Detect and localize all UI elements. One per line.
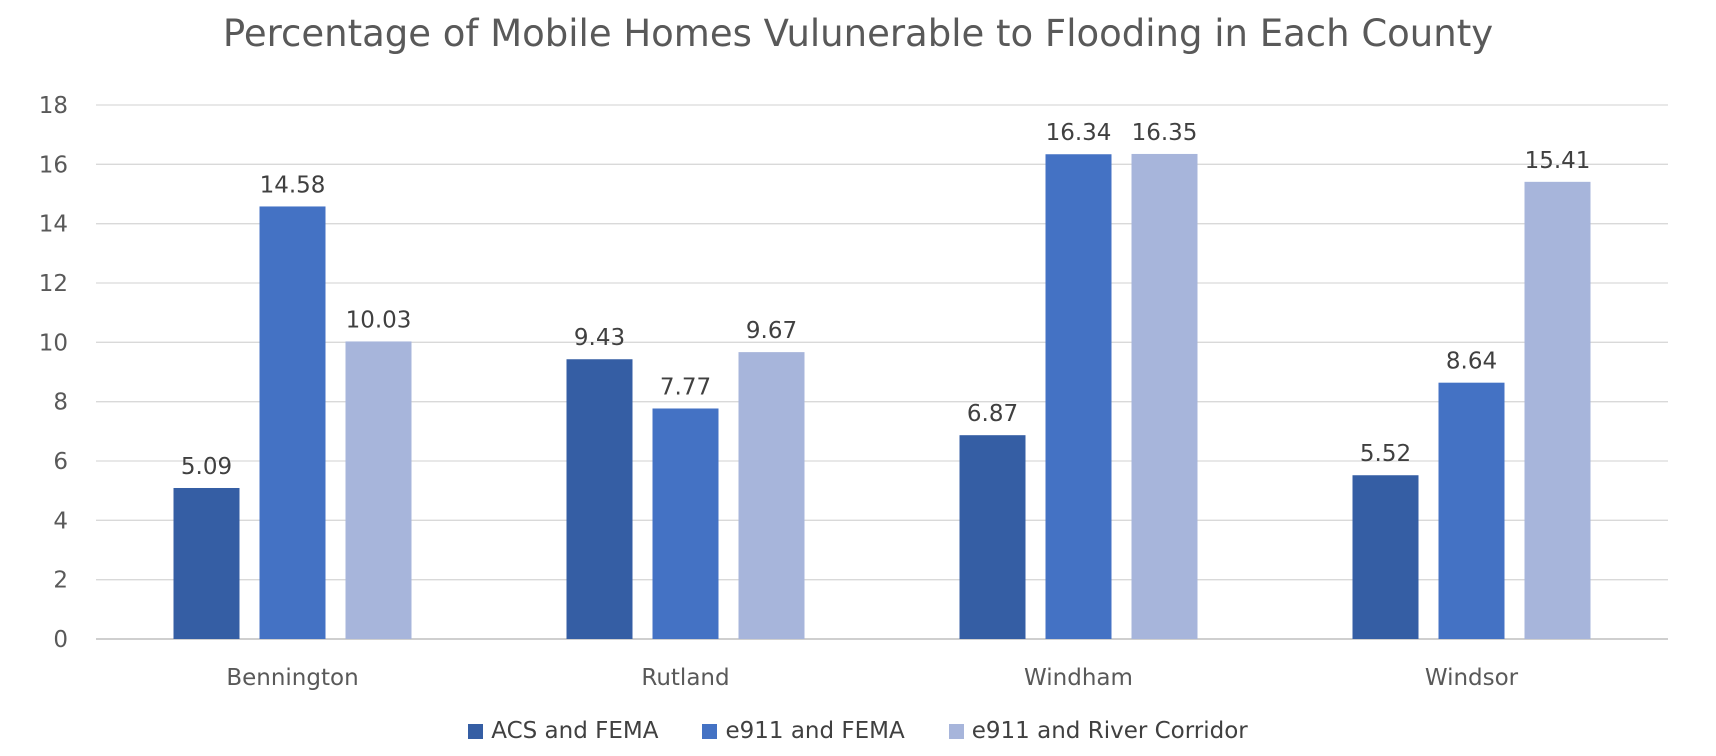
- bar: [345, 341, 412, 639]
- data-label: 7.77: [660, 374, 711, 400]
- bar-chart: 0 2 4 6 8 10 12 14 16 18 5.09 14.58 10.03 Bennington 9…: [39, 93, 1668, 691]
- data-label: 15.41: [1525, 148, 1591, 174]
- legend: ACS and FEMA e911 and FEMA e911 and River …: [0, 718, 1716, 744]
- legend-label: ACS and FEMA: [491, 718, 659, 744]
- bar: [259, 206, 326, 639]
- legend-item: ACS and FEMA: [468, 718, 658, 744]
- bar: [1352, 475, 1419, 639]
- data-label: 16.34: [1046, 120, 1112, 146]
- legend-swatch: [948, 723, 964, 739]
- data-label: 9.67: [746, 318, 797, 344]
- legend-swatch: [468, 723, 484, 739]
- data-label: 14.58: [260, 172, 326, 198]
- legend-label: e911 and River Corridor: [971, 718, 1248, 744]
- bar: [652, 408, 719, 639]
- bar: [1524, 181, 1591, 639]
- data-label: 5.09: [181, 454, 232, 480]
- data-label: 8.64: [1446, 349, 1497, 375]
- legend-item: e911 and FEMA: [702, 718, 905, 744]
- bar: [959, 435, 1026, 639]
- bar: [1045, 154, 1112, 639]
- y-tick-label: 4: [53, 508, 68, 534]
- data-label: 10.03: [346, 307, 412, 333]
- data-label: 9.43: [574, 325, 625, 351]
- bar: [173, 487, 240, 639]
- bar: [1438, 382, 1505, 639]
- y-tick-label: 10: [39, 330, 68, 356]
- y-tick-label: 0: [53, 627, 68, 653]
- data-label: 16.35: [1132, 120, 1198, 146]
- x-tick-label: Windham: [1024, 665, 1133, 691]
- bar: [566, 359, 633, 639]
- y-tick-label: 12: [39, 271, 68, 297]
- data-label: 5.52: [1360, 441, 1411, 467]
- x-tick-label: Bennington: [226, 665, 358, 691]
- chart-title: Percentage of Mobile Homes Vulunerable t…: [222, 12, 1494, 55]
- bar: [1131, 153, 1198, 639]
- x-tick-label: Rutland: [641, 665, 729, 691]
- y-tick-label: 16: [39, 152, 68, 178]
- y-tick-label: 6: [53, 449, 68, 475]
- y-tick-label: 14: [39, 212, 68, 238]
- y-tick-label: 2: [53, 568, 68, 594]
- y-tick-label: 8: [53, 390, 68, 416]
- legend-swatch: [702, 723, 718, 739]
- bar: [738, 352, 805, 639]
- x-tick-label: Windsor: [1425, 665, 1519, 691]
- legend-item: e911 and River Corridor: [948, 718, 1248, 744]
- legend-label: e911 and FEMA: [725, 718, 905, 744]
- data-label: 6.87: [967, 401, 1018, 427]
- y-tick-label: 18: [39, 93, 68, 119]
